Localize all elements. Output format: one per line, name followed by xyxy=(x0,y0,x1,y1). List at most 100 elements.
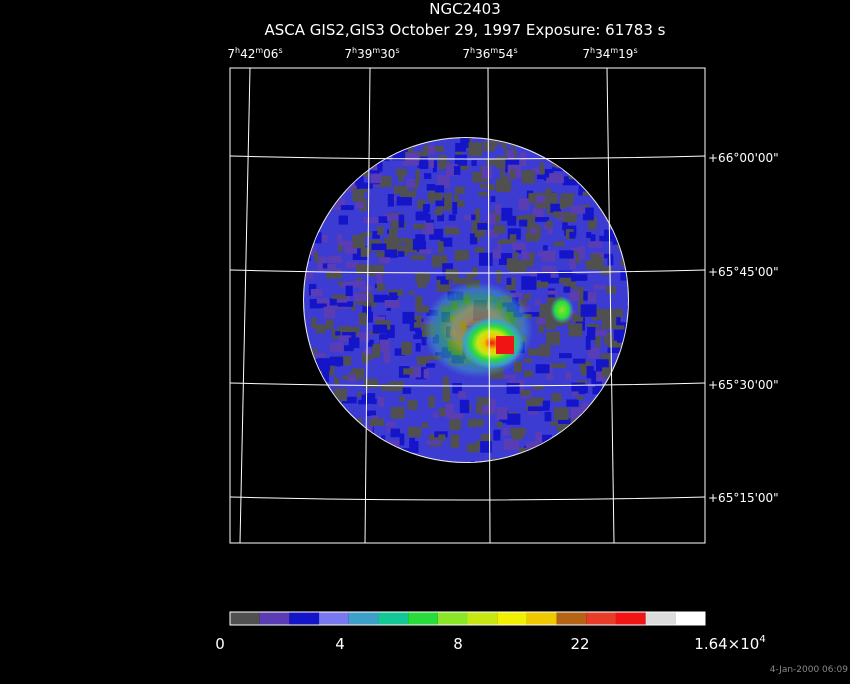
noise-patch xyxy=(397,245,408,257)
noise-patch xyxy=(380,383,395,391)
exponent: 4 xyxy=(759,634,765,645)
noise-patch xyxy=(423,173,432,179)
noise-patch xyxy=(591,370,597,385)
noise-patch xyxy=(521,170,535,184)
noise-patch xyxy=(407,400,418,410)
noise-patch xyxy=(524,358,532,363)
noise-patch xyxy=(438,434,446,442)
noise-patch xyxy=(415,305,429,313)
ra-unit: m xyxy=(490,46,498,55)
noise-patch xyxy=(455,186,465,194)
noise-patch xyxy=(398,175,404,182)
noise-patch xyxy=(486,158,498,166)
noise-patch xyxy=(344,243,358,254)
noise-patch xyxy=(502,428,510,436)
noise-patch xyxy=(415,169,420,183)
noise-patch xyxy=(373,316,386,321)
noise-patch xyxy=(410,366,422,378)
ra-unit: s xyxy=(395,46,399,55)
noise-patch xyxy=(585,335,591,350)
noise-patch xyxy=(440,279,449,285)
ra-value: 39 xyxy=(357,47,372,61)
noise-patch xyxy=(321,370,330,383)
colorbar-swatch xyxy=(645,612,676,625)
noise-patch xyxy=(468,142,483,157)
noise-patch xyxy=(314,252,319,263)
noise-patch xyxy=(526,442,539,451)
noise-patch xyxy=(474,231,485,238)
noise-patch xyxy=(541,306,556,318)
noise-patch xyxy=(442,263,453,275)
noise-patch xyxy=(394,348,405,356)
ra-line xyxy=(364,67,371,544)
noise-patch xyxy=(337,243,343,252)
noise-patch xyxy=(345,285,353,297)
ra-unit: s xyxy=(513,46,517,55)
noise-patch xyxy=(345,261,360,269)
noise-patch xyxy=(551,166,564,172)
noise-patch xyxy=(453,166,461,175)
noise-patch xyxy=(372,344,381,358)
noise-patch xyxy=(494,225,506,234)
noise-patch xyxy=(575,274,588,281)
noise-patch xyxy=(402,387,412,394)
noise-patch xyxy=(356,264,371,275)
noise-patch xyxy=(438,161,450,170)
ra-unit: h xyxy=(470,46,475,55)
noise-patch xyxy=(399,433,405,446)
noise-patch xyxy=(351,303,356,311)
noise-patch xyxy=(523,370,534,377)
noise-patch xyxy=(390,406,405,419)
noise-patch xyxy=(401,341,412,355)
noise-patch xyxy=(500,176,509,191)
noise-patch xyxy=(582,207,594,221)
noise-patch xyxy=(535,217,550,222)
noise-patch xyxy=(357,332,370,342)
noise-patch xyxy=(602,367,613,378)
noise-patch xyxy=(479,184,495,189)
noise-patch xyxy=(363,299,371,307)
colorbar-swatch xyxy=(319,612,349,625)
ra-value: 54 xyxy=(498,47,513,61)
noise-patch xyxy=(439,407,452,417)
noise-patch xyxy=(349,326,360,337)
noise-patch xyxy=(543,169,554,181)
noise-patch xyxy=(434,431,448,438)
noise-patch xyxy=(412,182,419,190)
noise-patch xyxy=(528,193,542,202)
noise-patch xyxy=(389,381,404,392)
noise-patch xyxy=(571,247,582,252)
noise-patch xyxy=(403,368,414,375)
noise-patch xyxy=(509,234,517,243)
noise-patch xyxy=(612,239,622,245)
noise-patch xyxy=(431,255,448,267)
second-source xyxy=(550,296,574,324)
noise-patch xyxy=(428,159,434,168)
noise-patch xyxy=(553,211,562,218)
noise-patch xyxy=(579,361,592,373)
dec-line xyxy=(229,155,706,160)
noise-patch xyxy=(366,410,377,416)
noise-patch xyxy=(597,309,613,320)
noise-patch xyxy=(506,382,520,394)
noise-patch xyxy=(536,281,549,288)
noise-patch xyxy=(415,272,431,283)
noise-patch xyxy=(563,195,574,208)
noise-patch xyxy=(550,203,562,213)
noise-patch xyxy=(544,411,552,422)
ra-unit: h xyxy=(235,46,240,55)
noise-patch xyxy=(571,205,586,214)
colorbar-swatch xyxy=(467,612,498,625)
noise-patch xyxy=(581,367,587,376)
noise-patch xyxy=(398,214,405,228)
noise-patch xyxy=(444,227,460,235)
noise-patch xyxy=(539,344,551,357)
noise-patch xyxy=(452,277,466,285)
noise-patch xyxy=(604,332,613,346)
noise-patch xyxy=(470,461,475,462)
noise-patch xyxy=(337,234,342,245)
noise-patch xyxy=(559,198,566,209)
noise-patch xyxy=(372,324,388,334)
noise-patch xyxy=(543,223,548,230)
